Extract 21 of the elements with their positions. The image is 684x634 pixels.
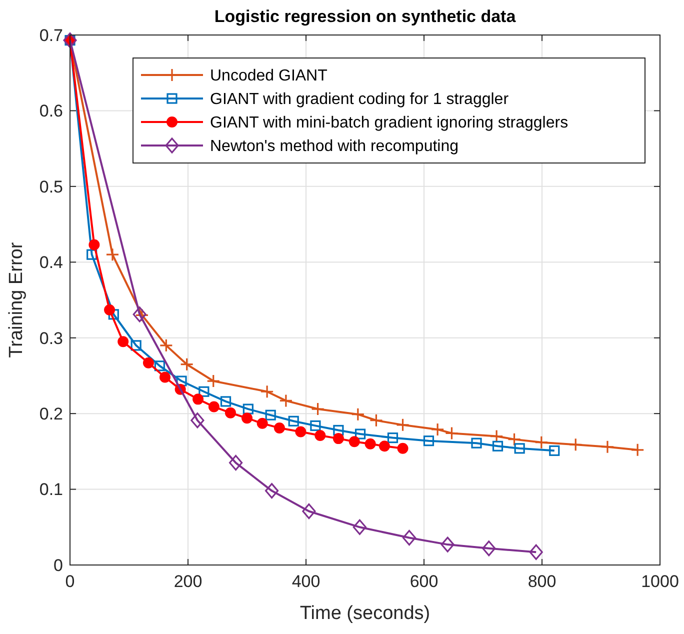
y-tick-label: 0.7 bbox=[39, 26, 63, 45]
x-tick-label: 1000 bbox=[641, 572, 679, 591]
x-tick-label: 600 bbox=[410, 572, 438, 591]
y-tick-label: 0.5 bbox=[39, 177, 63, 196]
x-tick-label: 800 bbox=[528, 572, 556, 591]
x-tick-label: 200 bbox=[174, 572, 202, 591]
y-tick-label: 0.4 bbox=[39, 253, 63, 272]
legend-label: Uncoded GIANT bbox=[210, 68, 328, 85]
x-tick-label: 400 bbox=[292, 572, 320, 591]
legend-label: Newton's method with recomputing bbox=[210, 138, 459, 156]
x-axis-title: Time (seconds) bbox=[300, 603, 430, 624]
y-tick-label: 0.6 bbox=[39, 102, 63, 121]
x-tick-label: 0 bbox=[65, 572, 75, 591]
chart-title: Logistic regression on synthetic data bbox=[214, 7, 516, 26]
y-tick-label: 0 bbox=[54, 556, 63, 575]
legend-label: GIANT with mini-batch gradient ignoring stragglers bbox=[210, 114, 568, 132]
y-axis-title: Training Error bbox=[6, 242, 27, 358]
y-tick-label: 0.3 bbox=[39, 328, 63, 348]
legend-label: GIANT with gradient coding for 1 straggler bbox=[210, 91, 510, 108]
y-tick-label: 0.2 bbox=[39, 404, 63, 424]
y-tick-label: 0.1 bbox=[39, 480, 63, 500]
